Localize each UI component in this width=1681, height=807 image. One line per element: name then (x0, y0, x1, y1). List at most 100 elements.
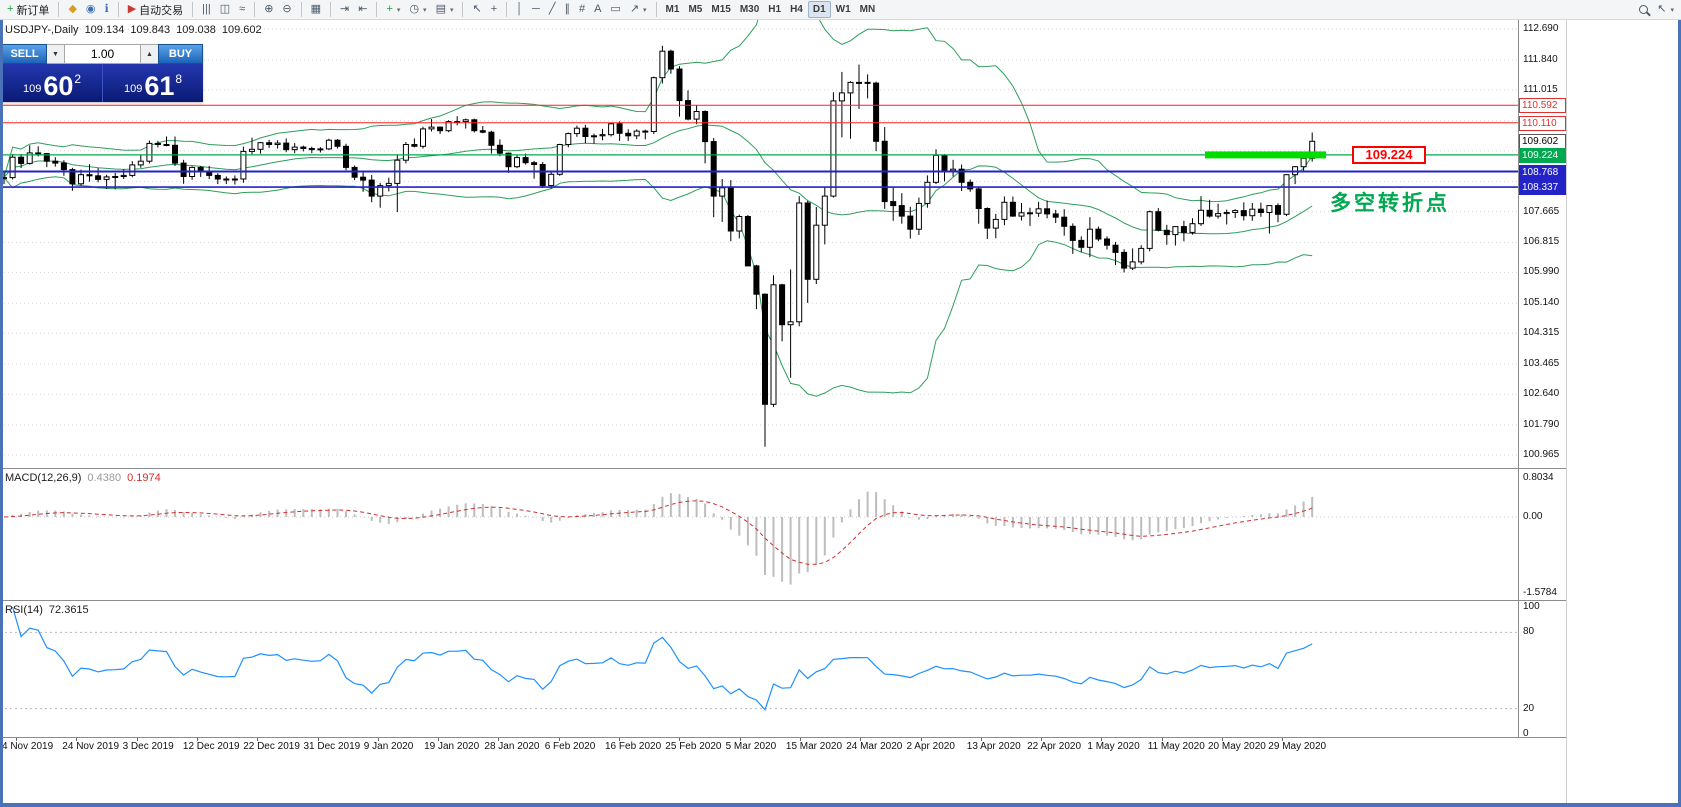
timeframe-h4-label: H4 (790, 4, 803, 15)
chevron-down-icon: ▾ (449, 6, 454, 14)
price-scale[interactable]: 112.690111.840111.015110.165109.340108.4… (1518, 20, 1566, 468)
time-axis-label: 25 Feb 2020 (665, 741, 722, 752)
sell-price[interactable]: 109 60 2 (2, 64, 103, 102)
timeframe-h4[interactable]: H4 (786, 1, 807, 19)
pointer-tool-button[interactable]: ↖ ▾ (1653, 1, 1678, 19)
time-axis-tick (1282, 738, 1284, 741)
timeframe-m15[interactable]: M15 (707, 1, 734, 19)
rsi-panel: RSI(14) 72.3615 100 80 20 0 (0, 600, 1566, 739)
price-level-box: 108.768 (1519, 164, 1566, 180)
buy-price-sup: 8 (175, 72, 183, 86)
new-order-label: 新订单 (16, 4, 50, 17)
rsi-scale-label: 20 (1523, 702, 1535, 714)
autotrading-button[interactable]: ▶ 自动交易 (124, 1, 187, 19)
indicators-button[interactable]: + ▾ (382, 1, 404, 19)
price-scale-label: 111.015 (1523, 83, 1558, 95)
auto-scroll-button[interactable]: ⇥ (336, 1, 353, 19)
time-axis-label: 22 Dec 2019 (243, 741, 300, 752)
volume-input[interactable]: 1.00 (64, 44, 141, 64)
timeframe-m30[interactable]: M30 (736, 1, 763, 19)
vertical-line-button[interactable]: │ (512, 1, 527, 19)
rsi-value: 72.3615 (48, 604, 89, 616)
crosshair-icon: + (490, 3, 498, 15)
toolbar-separator (58, 2, 60, 17)
toolbar-separator (117, 2, 119, 17)
text-button[interactable]: A (590, 1, 605, 19)
search-button[interactable] (1635, 1, 1652, 19)
chevron-down-icon: ▾ (643, 6, 647, 14)
timeframe-m5[interactable]: M5 (684, 1, 706, 19)
time-axis-label: 20 May 2020 (1208, 741, 1266, 752)
time-axis-label: 31 Dec 2019 (303, 741, 361, 752)
timeframe-d1-label: D1 (812, 4, 826, 15)
toolbar-separator (462, 2, 464, 17)
timeframe-m5-label: M5 (688, 4, 703, 15)
one-click-trade-panel: SELL ▼ 1.00 ▲ BUY 109 60 2 109 61 8 (2, 44, 203, 102)
buy-price[interactable]: 109 61 8 (103, 64, 203, 102)
sell-button[interactable]: SELL (2, 44, 47, 64)
macd-chart[interactable] (0, 469, 1518, 606)
time-axis-tick (317, 738, 319, 741)
zoom-out-button[interactable]: ⊖ (278, 1, 295, 19)
bars-chart-button[interactable]: ||| (198, 1, 215, 19)
new-order-button[interactable]: + 新订单 (3, 1, 53, 19)
arrows-button[interactable]: ↗ ▾ (626, 1, 651, 19)
price-scale-label: 112.690 (1523, 23, 1559, 34)
volume-decrease-button[interactable]: ▼ (47, 44, 64, 64)
ohlc-open: 109.134 (84, 24, 125, 36)
time-axis-label: 16 Feb 2020 (605, 741, 662, 752)
magnifier-icon (1639, 5, 1649, 14)
periods-icon: ◷ (409, 3, 420, 15)
templates-button[interactable]: ▤ ▾ (432, 1, 458, 19)
timeframe-d1[interactable]: D1 (807, 1, 831, 18)
fibonacci-icon: # (578, 3, 586, 15)
turning-point-annotation[interactable]: 多空转折点 (1330, 191, 1450, 215)
window-frame-bottom (0, 803, 1681, 807)
crosshair-button[interactable]: + (487, 1, 501, 19)
cursor-button[interactable]: ↖ (468, 1, 485, 19)
candlestick-chart-button[interactable]: ◫ (216, 1, 234, 19)
periods-button[interactable]: ◷ ▾ (405, 1, 430, 19)
accounts-button[interactable]: ◉ (82, 1, 100, 19)
timeframe-m1[interactable]: M1 (662, 1, 684, 19)
toolbar-separator (254, 2, 256, 17)
horizontal-line-button[interactable]: ─ (528, 1, 544, 19)
macd-panel: MACD(12,26,9) 0.4380 0.1974 0.8034 0.00 -1… (0, 468, 1566, 600)
fibonacci-button[interactable]: # (575, 1, 589, 19)
time-axis-tick (16, 738, 17, 741)
time-axis-tick (1222, 738, 1223, 741)
timeframe-m15-label: M15 (711, 4, 731, 15)
text-label-button[interactable]: ▭ (606, 1, 624, 19)
main-chart[interactable] (0, 0, 1518, 473)
time-axis-label: 1 May 2020 (1087, 741, 1140, 752)
time-axis-label: 5 Mar 2020 (725, 741, 777, 752)
channel-button[interactable]: ∥ (560, 1, 574, 19)
volume-increase-button[interactable]: ▲ (141, 44, 158, 64)
chart-shift-button[interactable]: ⇤ (354, 1, 371, 19)
timeframe-mn[interactable]: MN (856, 1, 880, 19)
toolbar-separator (192, 2, 194, 17)
chevron-down-icon: ▾ (1670, 6, 1674, 14)
rsi-scale[interactable]: 100 80 20 0 (1518, 601, 1566, 739)
announcement-button[interactable]: ◆ (64, 1, 80, 19)
trendline-button[interactable]: ╱ (545, 1, 560, 19)
indicators-icon: + (386, 3, 393, 15)
rsi-chart[interactable] (0, 601, 1518, 743)
time-axis-tick (196, 738, 198, 741)
macd-scale[interactable]: 0.8034 0.00 -1.5784 (1518, 469, 1566, 600)
line-chart-button[interactable]: ≈ (235, 1, 249, 19)
price-annotation-box[interactable]: 109.224 (1352, 145, 1426, 164)
chart-shift-icon: ⇤ (358, 3, 368, 15)
time-axis[interactable]: 4 Nov 2019 24 Nov 2019 3 Dec 2019 12 Dec 20… (0, 737, 1566, 754)
time-axis-tick (1101, 738, 1103, 741)
buy-button[interactable]: BUY (158, 44, 203, 64)
zoom-in-button[interactable]: ⊕ (260, 1, 277, 19)
price-level-box: 109.224 (1519, 147, 1566, 163)
new-order-icon: + (7, 3, 14, 15)
time-axis-label: 24 Nov 2019 (62, 741, 120, 752)
tile-windows-button[interactable]: ▦ (307, 1, 325, 19)
timeframe-w1[interactable]: W1 (832, 1, 855, 19)
timeframe-h1[interactable]: H1 (764, 1, 785, 19)
info-button[interactable]: ℹ (101, 1, 113, 19)
